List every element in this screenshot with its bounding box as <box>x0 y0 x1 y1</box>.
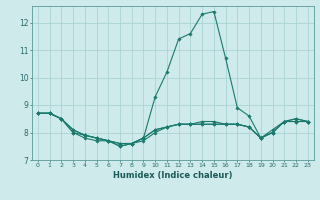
X-axis label: Humidex (Indice chaleur): Humidex (Indice chaleur) <box>113 171 233 180</box>
